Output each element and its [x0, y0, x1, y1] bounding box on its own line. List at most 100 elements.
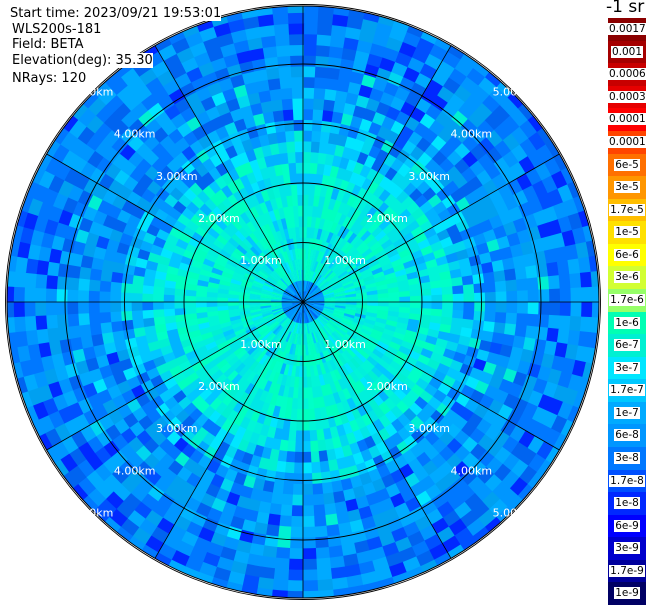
ppi-cell [209, 397, 223, 411]
ppi-cell [245, 220, 257, 233]
ppi-cell [303, 76, 316, 89]
ppi-cell [241, 428, 254, 443]
ppi-cell [289, 284, 297, 294]
ppi-cell [92, 377, 108, 394]
ppi-cell [322, 308, 335, 314]
ppi-cell [98, 224, 114, 240]
ppi-cell [289, 321, 296, 333]
ppi-cell [260, 265, 272, 276]
ppi-cell [349, 70, 366, 85]
ppi-cell [447, 260, 461, 272]
ppi-cell [174, 307, 186, 316]
ppi-cell [292, 205, 299, 217]
ppi-cell [289, 173, 298, 185]
ppi-cell [353, 237, 365, 250]
azimuth-spoke [46, 301, 304, 451]
ppi-cell [366, 290, 379, 296]
ppi-cell [176, 377, 191, 391]
ppi-cell [285, 130, 296, 143]
ppi-cell [48, 174, 65, 194]
ppi-cell [293, 451, 303, 464]
ppi-cell [420, 348, 434, 360]
ppi-cell [441, 374, 457, 389]
ppi-cell [304, 312, 308, 324]
ppi-cell [40, 231, 55, 249]
ppi-cell [222, 366, 235, 379]
ppi-cell [287, 569, 303, 582]
ppi-cell [203, 359, 217, 372]
ppi-cell [390, 185, 405, 199]
ppi-cell [134, 334, 148, 347]
ppi-cell [163, 376, 178, 390]
ppi-cell [506, 302, 518, 315]
ppi-cell [311, 272, 318, 283]
colorbar-tick-label: 6e-8 [614, 429, 640, 442]
ppi-cell [334, 307, 346, 312]
colorbar-tick-label: 1e-9 [614, 587, 640, 600]
ppi-cell [217, 313, 230, 320]
ppi-cell [59, 130, 79, 151]
ppi-cell [424, 143, 441, 160]
ppi-cell [286, 286, 296, 295]
ppi-cell [252, 279, 264, 287]
ppi-cell [328, 258, 338, 269]
ppi-cell [306, 312, 311, 323]
ppi-cell [398, 248, 412, 259]
ppi-cell [331, 357, 341, 370]
ppi-cell [214, 66, 232, 83]
ppi-cell [88, 311, 101, 325]
ppi-cell [261, 355, 271, 368]
ppi-cell [152, 308, 165, 318]
ppi-cell [292, 270, 298, 282]
ppi-cell [46, 326, 60, 343]
ppi-cell [7, 285, 15, 302]
ppi-cell [296, 322, 300, 335]
ppi-cell [345, 347, 357, 359]
ppi-cell [232, 324, 245, 333]
ppi-cell [336, 133, 349, 147]
ppi-cell [499, 488, 519, 508]
ppi-cell [345, 299, 358, 303]
ppi-cell [499, 246, 514, 261]
ppi-cell [224, 121, 239, 136]
ppi-cell [265, 524, 280, 537]
ppi-cell [309, 343, 315, 356]
ppi-cell [392, 331, 406, 341]
colorbar-tick-label: 1e-5 [614, 226, 640, 239]
ppi-cell [273, 285, 285, 293]
ppi-cell [121, 272, 134, 285]
ppi-cell [289, 526, 303, 539]
ppi-cell [290, 183, 298, 196]
ppi-cell [279, 328, 287, 340]
ppi-cell [212, 332, 225, 342]
ppi-cell [164, 321, 178, 332]
ppi-cell [214, 401, 228, 416]
ppi-cell [272, 231, 281, 244]
ppi-cell [398, 290, 411, 298]
ppi-cell [277, 525, 292, 538]
ppi-cell [303, 119, 314, 131]
ppi-cell [144, 534, 164, 553]
ppi-cell [324, 304, 336, 308]
ppi-cell [109, 301, 122, 313]
ppi-cell [233, 247, 245, 258]
ppi-cell [337, 213, 348, 226]
ppi-cell [163, 286, 176, 296]
ppi-cell [110, 320, 124, 333]
ppi-cell [13, 285, 25, 302]
ppi-cell [318, 450, 329, 463]
ppi-cell [195, 284, 208, 292]
ppi-cell [276, 44, 292, 58]
ppi-cell [224, 444, 238, 460]
ppi-cell [13, 315, 27, 333]
ppi-cell [570, 302, 583, 318]
colorbar-tick-label: 6e-9 [614, 519, 640, 532]
ppi-cell [271, 291, 283, 297]
ppi-cell [302, 451, 312, 464]
ppi-cell [249, 193, 260, 207]
ppi-cell [384, 166, 399, 182]
ppi-cell [395, 400, 410, 415]
ppi-cell [439, 157, 456, 174]
ppi-cell [548, 288, 561, 304]
ppi-cell [419, 314, 432, 323]
